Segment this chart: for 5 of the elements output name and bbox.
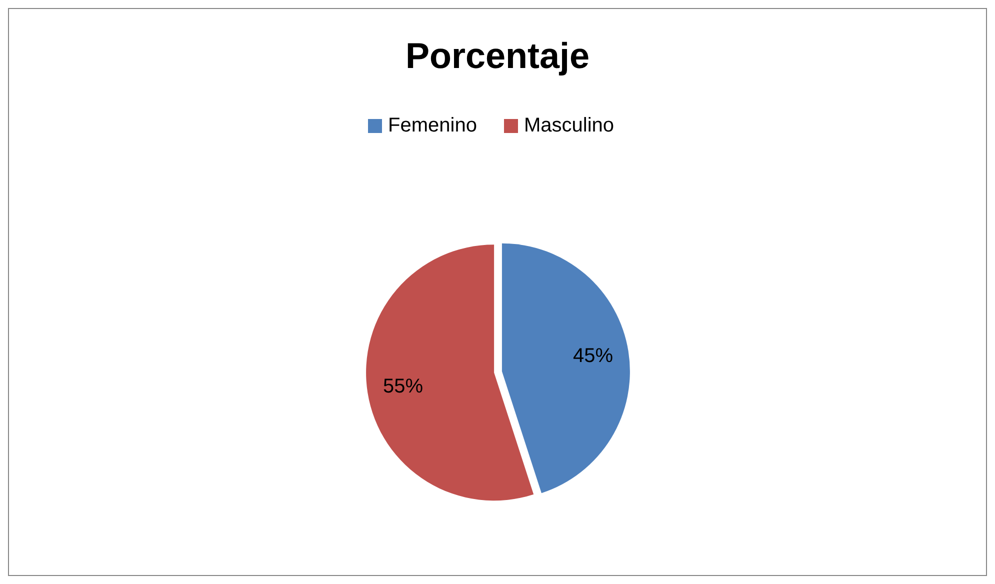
data-label: 55% xyxy=(383,375,424,398)
legend-label: Femenino xyxy=(388,114,477,136)
chart-title: Porcentaje xyxy=(405,35,590,76)
data-label: 45% xyxy=(572,345,614,368)
legend-label: Masculino xyxy=(524,114,614,136)
